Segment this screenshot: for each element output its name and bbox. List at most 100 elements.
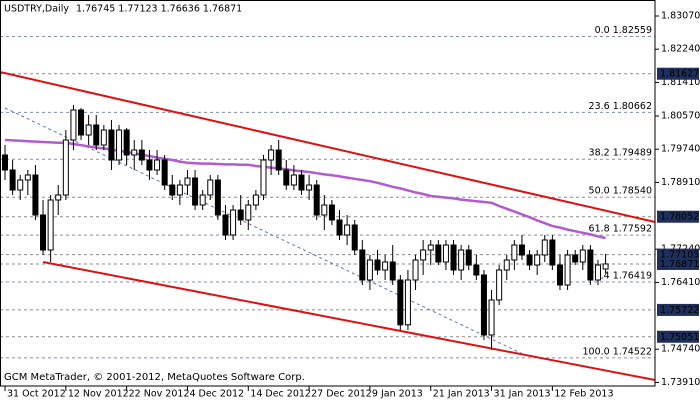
fib-label: 100.0 1.74522 (582, 346, 652, 357)
candle-body (268, 149, 275, 161)
candle-body (344, 224, 351, 236)
candle-body (336, 219, 343, 236)
candle-body (214, 179, 221, 216)
x-tick-label: 22 Nov 2012 (129, 389, 190, 400)
moving-average (4, 138, 606, 240)
candle-body (366, 259, 373, 281)
candle-body (55, 194, 62, 201)
candle-body (138, 149, 145, 161)
candle-body (100, 129, 107, 146)
candle-body (40, 214, 47, 251)
candle-body (131, 149, 138, 156)
candle-body (480, 274, 487, 336)
price-box (657, 67, 699, 80)
y-tick-label: 1.82240 (661, 44, 700, 55)
ohlc-header: 1.76745 1.77123 1.76636 1.76871 (76, 4, 242, 15)
y-tick-label: 1.78910 (661, 177, 700, 188)
candle-body (382, 261, 389, 271)
trendline (0, 71, 656, 223)
candle-body (594, 264, 601, 281)
y-tick-label: 1.76410 (661, 277, 700, 288)
candle-body (572, 254, 579, 263)
y-tick-label: 1.81410 (661, 77, 700, 88)
price-box-label: 1.81627 (660, 69, 699, 80)
y-tick-label: 1.83070 (661, 11, 700, 22)
candle-body (290, 174, 297, 186)
footer: GCM MetaTrader, © 2001-2012, MetaQuotes … (4, 372, 305, 383)
candle-body (237, 209, 244, 221)
candle-body (207, 179, 214, 196)
candle-body (230, 209, 237, 236)
candle-body (541, 239, 548, 256)
candle-body (420, 249, 427, 261)
x-tick-label: 4 Dec 2012 (189, 389, 244, 400)
x-tick-label: 21 Jan 2013 (433, 389, 490, 400)
candle-body (154, 159, 161, 171)
candle-body (427, 244, 434, 251)
candle-body (313, 184, 320, 216)
y-tick-label: 1.73910 (661, 377, 700, 388)
candle-body (564, 254, 571, 286)
candle-body (283, 169, 290, 186)
fib-label: 76.4 1.76419 (589, 271, 652, 282)
candle-body (275, 149, 282, 171)
candle-body (17, 179, 24, 191)
price-box-label: 1.76871 (660, 259, 699, 270)
fib-label: 61.8 1.77592 (589, 224, 652, 235)
candle-body (518, 244, 525, 256)
candle-body (176, 184, 183, 196)
candle-body (412, 259, 419, 281)
candle-body (579, 249, 586, 263)
x-tick-label: 12 Feb 2013 (554, 389, 613, 400)
candle-body (397, 279, 404, 326)
candle-body (184, 177, 191, 186)
fib-label: 0.0 1.82559 (595, 25, 652, 36)
y-tick-label: 1.80570 (661, 111, 700, 122)
trendline (42, 261, 656, 381)
chart-title: USDTRY,Daily (4, 4, 69, 15)
candle-body (169, 184, 176, 196)
candle-body (404, 279, 411, 326)
price-box (657, 248, 699, 261)
candle-body (70, 109, 77, 141)
y-tick-label: 1.79740 (661, 144, 700, 155)
candle-body (556, 264, 563, 286)
candle-body (321, 204, 328, 216)
candle-body (252, 194, 259, 206)
candle-body (389, 261, 396, 281)
plot-area: 0.0 1.82559 23.6 1.80662 38.2 1.79489 50.0 … (0, 25, 656, 381)
price-box (657, 210, 699, 223)
candle-body (298, 174, 305, 191)
candle-body (199, 194, 206, 206)
candle-body (549, 239, 556, 266)
candle-body (374, 259, 381, 271)
candle-body (108, 129, 115, 161)
candle-body (161, 159, 168, 186)
candle-body (192, 177, 199, 206)
x-tick-label: 31 Jan 2013 (494, 389, 551, 400)
candle-body (602, 263, 609, 270)
candle-body (465, 249, 472, 266)
x-tick-label: 12 Nov 2012 (68, 389, 129, 400)
candle-body (511, 244, 518, 261)
x-tick-label: 9 Jan 2013 (372, 389, 423, 400)
price-box-label: 1.75722 (660, 305, 699, 316)
candle-body (458, 249, 465, 271)
candle-body (93, 124, 100, 146)
x-tick-label: 14 Dec 2012 (250, 389, 311, 400)
candle-body (526, 254, 533, 266)
candle-body (260, 159, 267, 196)
candle-body (116, 129, 123, 161)
candle-body (306, 184, 313, 191)
candle-body (328, 204, 335, 221)
fib-label: 50.0 1.78540 (589, 186, 652, 197)
price-box-label: 1.75051 (660, 332, 699, 343)
candle-body (351, 224, 358, 251)
candle-body (450, 244, 457, 271)
candle-body (47, 199, 54, 251)
candle-body (359, 249, 366, 281)
candle-body (85, 124, 92, 136)
price-box (657, 330, 699, 343)
candle-body (503, 259, 510, 271)
